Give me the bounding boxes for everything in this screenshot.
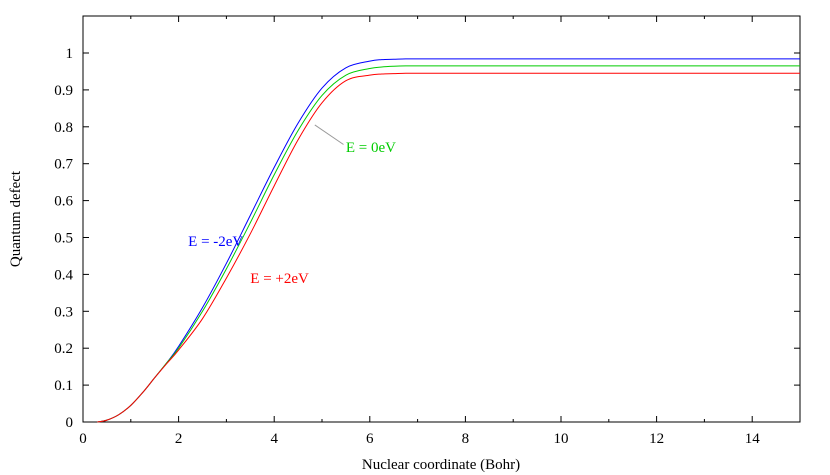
x-tick-label: 8 (462, 431, 470, 447)
series-lines (97, 58, 800, 423)
x-axis-title: Nuclear coordinate (Bohr) (362, 457, 520, 473)
x-tick-label: 10 (554, 431, 569, 447)
annotation-label: E = 0eV (346, 140, 396, 156)
annotation-label: E = +2eV (250, 271, 309, 287)
annotation-label: E = -2eV (188, 234, 243, 250)
y-tick-label: 0.1 (54, 378, 73, 394)
x-tick-label: 6 (366, 431, 374, 447)
y-tick-label: 0.8 (54, 120, 73, 136)
y-tick-label: 0.5 (54, 231, 73, 247)
axis-ticks (82, 16, 800, 423)
y-tick-label: 0.7 (54, 157, 73, 173)
y-tick-label: 0.4 (54, 267, 73, 283)
x-tick-label: 4 (270, 431, 278, 447)
series-annotations: E = -2eV E = 0eV E = +2eV (188, 124, 396, 287)
x-tick-label: 12 (649, 431, 664, 447)
y-tick-label: 0.3 (54, 304, 73, 320)
annotation-leader-0ev (314, 124, 344, 145)
y-axis-title: Quantum defect (8, 170, 24, 267)
y-tick-label: 0.6 (54, 194, 73, 210)
y-tick-label: 0.2 (54, 341, 73, 357)
x-tick-label: 2 (175, 431, 183, 447)
y-tick-label: 0.9 (54, 83, 73, 99)
x-tick-label: 14 (745, 431, 761, 447)
series-line-plus-2ev (97, 72, 800, 423)
y-tick-label: 0 (66, 415, 74, 431)
y-tick-label: 1 (66, 46, 74, 62)
plot-frame (82, 15, 801, 423)
axis-tick-labels: 0 2 4 6 8 10 12 14 0 0.1 0.2 0.3 0.4 0.5 0.6 0.7 0.8 0.9 1 (54, 46, 760, 447)
x-tick-label: 0 (79, 431, 87, 447)
